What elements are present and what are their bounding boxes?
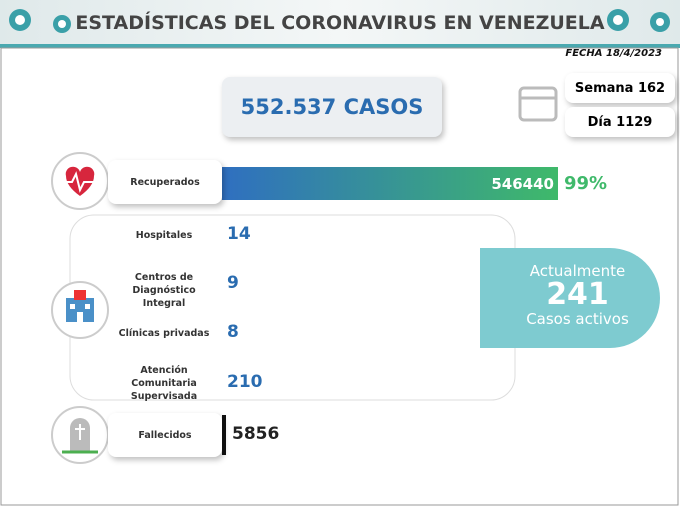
deaths-value: 5856 [232, 424, 280, 444]
location-value: 210 [227, 372, 263, 392]
location-label: Atención [140, 364, 188, 376]
location-label: Supervisada [130, 390, 198, 402]
location-value: 8 [227, 322, 239, 342]
location-label: Comunitaria [131, 377, 197, 389]
week: Semana 162 [565, 73, 675, 103]
active-bottom: Casos activos [526, 310, 629, 328]
active-top: Actualmente [529, 262, 626, 280]
location-value: 14 [227, 224, 251, 244]
location-value: 9 [227, 273, 239, 293]
location-label: Diagnóstico Integral [132, 285, 196, 309]
location-label: Clínicas privadas [118, 327, 210, 339]
date: FECHA 18/4/2023 [565, 48, 662, 59]
total-cases: 552.537 CASOS [222, 77, 442, 137]
location-label: Hospitales [135, 229, 193, 241]
active-value: 241 [546, 277, 609, 312]
title: ESTADÍSTICAS DEL CORONAVIRUS EN VENEZUEL… [75, 12, 605, 34]
deaths-label: Fallecidos [108, 413, 222, 457]
recovered-label: Recuperados [108, 160, 222, 204]
day: Día 1129 [565, 107, 675, 137]
recovered-value: 546440 [491, 175, 554, 193]
recovered-percent: 99% [564, 173, 608, 194]
active-panel: Actualmente 241 Casos activos [515, 262, 640, 328]
location-label: Centros de [134, 272, 194, 283]
